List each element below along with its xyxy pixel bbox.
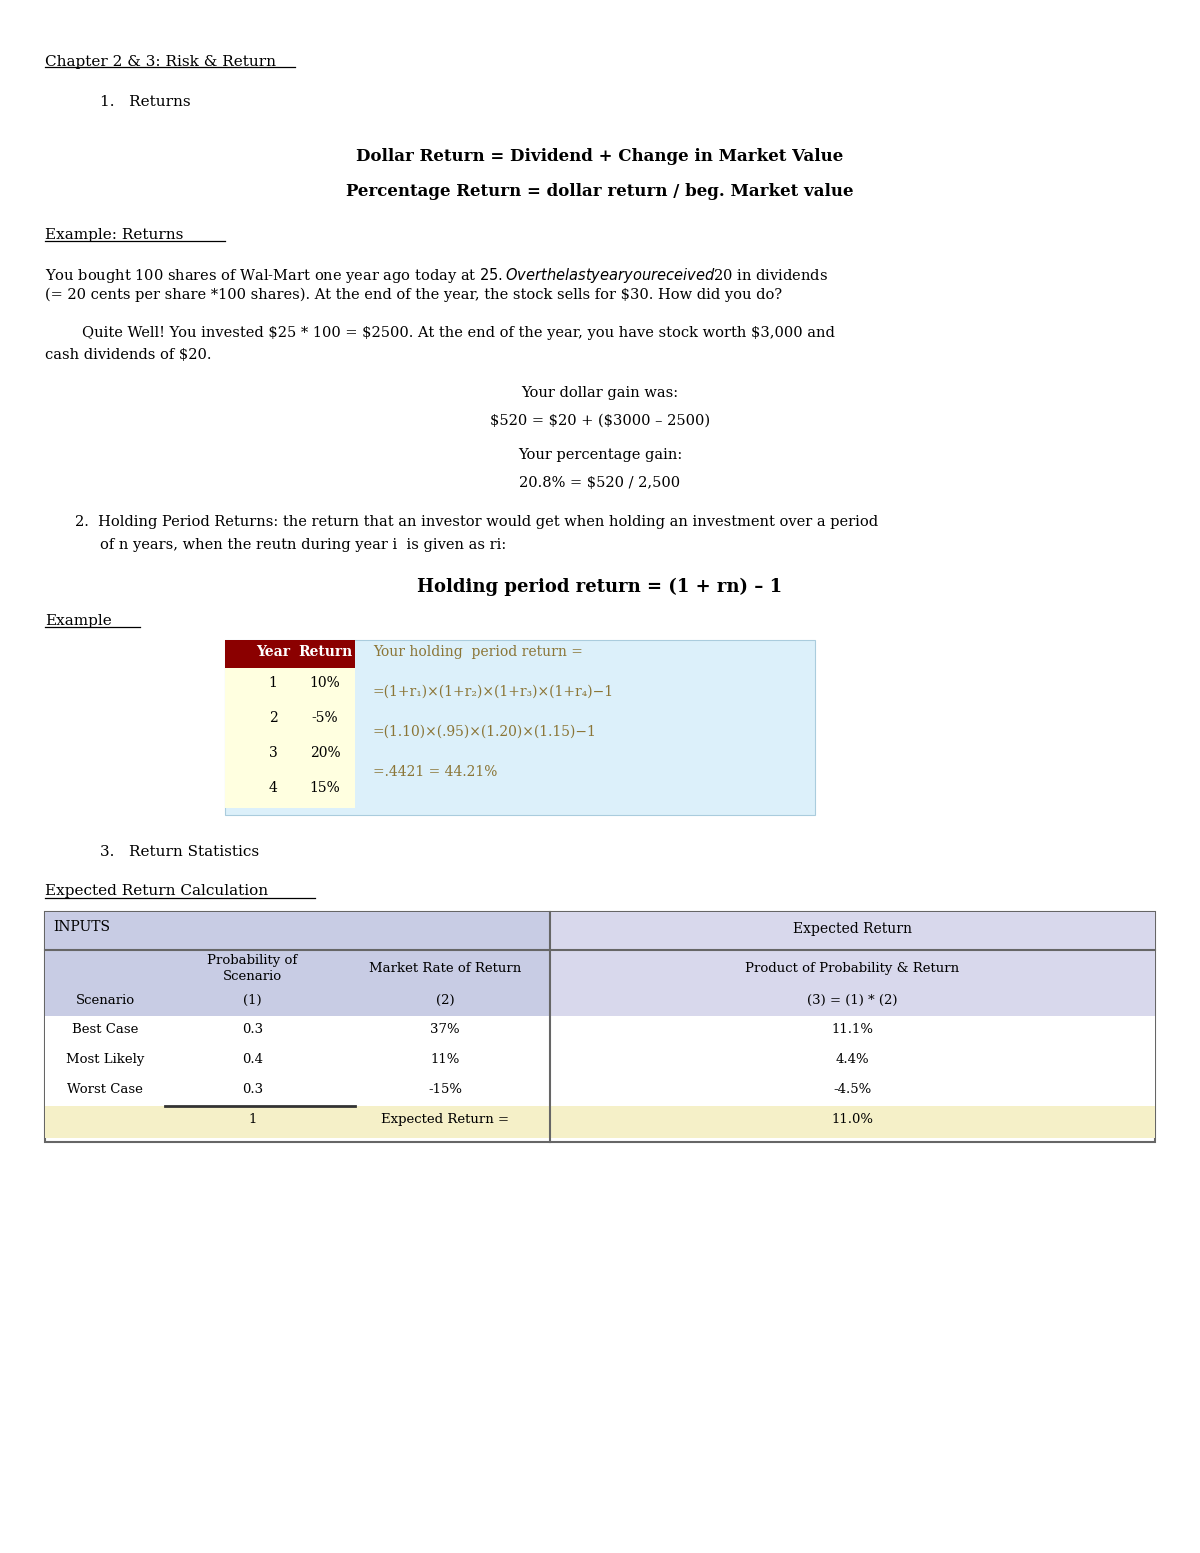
Text: Quite Well! You invested $25 * 100 = $2500. At the end of the year, you have sto: Quite Well! You invested $25 * 100 = $25… — [46, 326, 835, 340]
Bar — [46, 1076, 1154, 1106]
Text: 0.3: 0.3 — [242, 1082, 263, 1096]
Text: Probability of: Probability of — [208, 954, 298, 968]
Bar — [550, 912, 1154, 950]
Text: cash dividends of $20.: cash dividends of $20. — [46, 348, 211, 362]
Text: 4: 4 — [269, 781, 277, 795]
Text: 0.4: 0.4 — [242, 1053, 263, 1065]
Text: of n years, when the reutn during year i  is given as ri:: of n years, when the reutn during year i… — [100, 537, 506, 551]
Bar — [46, 912, 550, 950]
Text: Chapter 2 & 3: Risk & Return: Chapter 2 & 3: Risk & Return — [46, 54, 276, 68]
Bar — [226, 668, 355, 808]
Text: 20%: 20% — [310, 745, 341, 759]
Text: -4.5%: -4.5% — [833, 1082, 871, 1096]
Text: =(1.10)×(.95)×(1.20)×(1.15)−1: =(1.10)×(.95)×(1.20)×(1.15)−1 — [373, 725, 596, 739]
Bar — [46, 988, 550, 1016]
Text: -15%: -15% — [428, 1082, 462, 1096]
Text: 10%: 10% — [310, 676, 341, 690]
Text: 2.  Holding Period Returns: the return that an investor would get when holding a: 2. Holding Period Returns: the return th… — [74, 516, 878, 530]
Text: =.4421 = 44.21%: =.4421 = 44.21% — [373, 766, 497, 780]
Text: 15%: 15% — [310, 781, 341, 795]
Text: Holding period return = (1 + rn) – 1: Holding period return = (1 + rn) – 1 — [418, 578, 782, 596]
Text: Year: Year — [256, 644, 290, 658]
Text: Expected Return =: Expected Return = — [382, 1114, 509, 1126]
Text: Percentage Return = dollar return / beg. Market value: Percentage Return = dollar return / beg.… — [347, 183, 853, 200]
Text: Market Rate of Return: Market Rate of Return — [368, 961, 521, 975]
Text: INPUTS: INPUTS — [53, 919, 110, 933]
Text: 11%: 11% — [431, 1053, 460, 1065]
Text: Your holding  period return =: Your holding period return = — [373, 644, 583, 658]
Bar — [46, 1047, 1154, 1076]
Text: 11.0%: 11.0% — [832, 1114, 874, 1126]
Text: Dollar Return = Dividend + Change in Market Value: Dollar Return = Dividend + Change in Mar… — [356, 148, 844, 165]
Bar — [550, 950, 1154, 988]
Text: 1: 1 — [248, 1114, 257, 1126]
Bar — [46, 1106, 1154, 1138]
Bar — [46, 1016, 1154, 1047]
Text: Your dollar gain was:: Your dollar gain was: — [522, 387, 678, 401]
Text: 2: 2 — [269, 711, 277, 725]
Text: (1): (1) — [244, 994, 262, 1006]
Text: 0.3: 0.3 — [242, 1023, 263, 1036]
Text: -5%: -5% — [312, 711, 338, 725]
Text: 1: 1 — [269, 676, 277, 690]
Text: Worst Case: Worst Case — [67, 1082, 143, 1096]
Bar — [46, 912, 1154, 1141]
Text: $520 = $20 + ($3000 – 2500): $520 = $20 + ($3000 – 2500) — [490, 415, 710, 429]
Text: 37%: 37% — [430, 1023, 460, 1036]
Text: (3) = (1) * (2): (3) = (1) * (2) — [808, 994, 898, 1006]
Text: Scenario: Scenario — [76, 994, 134, 1006]
Text: Return: Return — [298, 644, 352, 658]
Text: Expected Return: Expected Return — [793, 922, 912, 936]
Text: You bought 100 shares of Wal-Mart one year ago today at $25. Over the last year : You bought 100 shares of Wal-Mart one ye… — [46, 266, 828, 286]
Bar — [226, 640, 355, 668]
Text: Best Case: Best Case — [72, 1023, 138, 1036]
Text: =(1+r₁)×(1+r₂)×(1+r₃)×(1+r₄)−1: =(1+r₁)×(1+r₂)×(1+r₃)×(1+r₄)−1 — [373, 685, 614, 699]
Text: Your percentage gain:: Your percentage gain: — [518, 447, 682, 461]
Text: 4.4%: 4.4% — [835, 1053, 869, 1065]
Text: 3.   Return Statistics: 3. Return Statistics — [100, 845, 259, 859]
Text: Scenario: Scenario — [223, 971, 282, 983]
Text: 20.8% = $520 / 2,500: 20.8% = $520 / 2,500 — [520, 477, 680, 491]
Text: Example: Example — [46, 613, 112, 627]
Bar — [46, 950, 550, 988]
Text: Most Likely: Most Likely — [66, 1053, 144, 1065]
Text: Example: Returns: Example: Returns — [46, 228, 184, 242]
Bar — [226, 640, 815, 815]
Text: 11.1%: 11.1% — [832, 1023, 874, 1036]
Bar — [550, 988, 1154, 1016]
Text: (= 20 cents per share *100 shares). At the end of the year, the stock sells for : (= 20 cents per share *100 shares). At t… — [46, 287, 782, 303]
Text: 1.   Returns: 1. Returns — [100, 95, 191, 109]
Text: Expected Return Calculation: Expected Return Calculation — [46, 884, 268, 898]
Text: Product of Probability & Return: Product of Probability & Return — [745, 961, 960, 975]
Text: 3: 3 — [269, 745, 277, 759]
Text: (2): (2) — [436, 994, 455, 1006]
